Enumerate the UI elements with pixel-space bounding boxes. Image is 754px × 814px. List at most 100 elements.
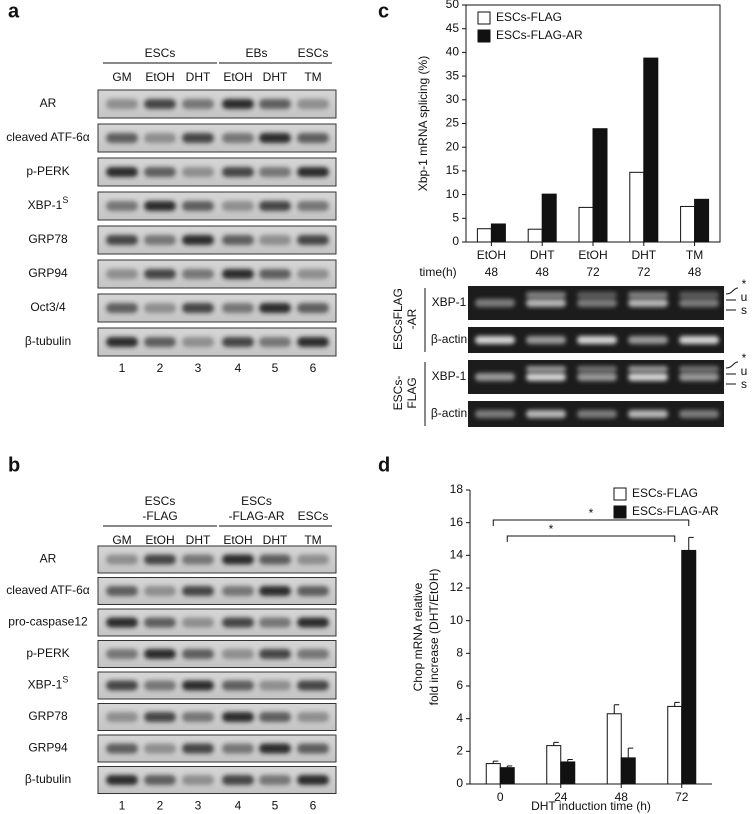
- row-label-text: GRP94: [28, 266, 68, 280]
- lane-label: DHT: [263, 70, 288, 84]
- y-tick-label: 25: [446, 116, 460, 130]
- blot-band: [297, 680, 329, 691]
- blot-band: [297, 167, 329, 177]
- blot-band: [297, 743, 329, 754]
- blot-band: [144, 167, 176, 177]
- panel-letter: b: [8, 454, 20, 476]
- y-tick-label: 30: [446, 92, 460, 106]
- bar: [560, 761, 576, 785]
- y-tick-label: 0: [456, 776, 463, 790]
- y-tick-label: 8: [456, 646, 463, 660]
- blot-band: [144, 775, 176, 785]
- blot-band: [297, 201, 329, 211]
- gel-row-label: β-actin: [431, 406, 467, 420]
- legend-label: ESCs-FLAG: [496, 10, 562, 24]
- bar: [592, 128, 608, 243]
- gel-band: [526, 410, 566, 418]
- blot-band: [259, 235, 291, 245]
- gel-band: [628, 366, 668, 372]
- blot-band: [297, 617, 329, 628]
- blot-band: [106, 586, 138, 596]
- gel-group-label: ESCsFLAG: [391, 288, 405, 350]
- gel-band: [628, 410, 668, 418]
- blot-band: [182, 167, 214, 177]
- x-tick-sublabel: 72: [637, 265, 651, 279]
- x-tick-label: EtOH: [578, 248, 607, 262]
- blot-band: [222, 235, 254, 245]
- blot-band: [297, 554, 329, 565]
- gel-group-label: ESCs-: [391, 376, 405, 411]
- lane-label: TM: [304, 70, 321, 84]
- y-axis-label: fold increase (DHT/EtOH): [427, 569, 441, 706]
- blot-band: [259, 554, 291, 565]
- blot-band: [106, 235, 138, 245]
- blot-band: [222, 554, 254, 565]
- gel-band: [526, 299, 566, 307]
- y-tick-label: 14: [450, 548, 464, 562]
- lane-number: 6: [310, 799, 317, 813]
- blot-band: [259, 649, 291, 659]
- bar: [694, 198, 710, 243]
- row-label-text: AR: [40, 552, 57, 566]
- x-tick-label: DHT: [530, 248, 555, 262]
- blot-band: [106, 649, 138, 659]
- blot-band: [182, 235, 214, 245]
- bar: [629, 171, 645, 243]
- blot-band: [259, 303, 291, 313]
- legend-label: ESCs-FLAG-AR: [496, 28, 583, 42]
- blot-band: [222, 617, 254, 628]
- lane-number: 6: [310, 361, 317, 375]
- blot-band: [144, 712, 176, 722]
- error-bar: [613, 704, 620, 714]
- gel-band: [475, 373, 515, 381]
- blot-band: [222, 586, 254, 596]
- blot-band: [106, 303, 138, 313]
- significance-bracket: [492, 519, 690, 526]
- blot-band: [144, 303, 176, 313]
- blot-band: [297, 712, 329, 722]
- y-tick-label: 16: [450, 515, 464, 529]
- bar: [485, 763, 501, 785]
- row-label-text: GRP78: [28, 709, 68, 723]
- bar: [681, 549, 697, 785]
- blot-band: [182, 554, 214, 565]
- bar: [667, 705, 683, 785]
- group-label: ESCs: [145, 46, 176, 60]
- group-label: ESCs: [145, 494, 176, 508]
- gel-band: [577, 366, 617, 372]
- x-tick-label: EtOH: [477, 248, 506, 262]
- row-label-text: XBP-1: [28, 198, 63, 212]
- lane-number: 1: [119, 361, 126, 375]
- lane-number: 2: [157, 361, 164, 375]
- gel-band: [679, 366, 719, 372]
- blot-band: [259, 201, 291, 211]
- blot-band: [297, 775, 329, 785]
- lane-number: 4: [235, 361, 242, 375]
- blot-band: [222, 337, 254, 347]
- row-label: GRP78: [28, 709, 68, 723]
- y-tick-label: 6: [456, 678, 463, 692]
- blot-band: [259, 337, 291, 347]
- bar: [680, 205, 696, 243]
- row-label-text: cleaved ATF-6α: [6, 130, 89, 144]
- row-label: Oct3/4: [30, 300, 66, 314]
- bar: [606, 713, 622, 785]
- blot-band: [259, 269, 291, 279]
- blot-band: [106, 201, 138, 211]
- band-marker: *: [742, 277, 747, 291]
- error-bar: [674, 701, 680, 707]
- blot-band: [259, 586, 291, 596]
- gel-band: [628, 336, 668, 344]
- legend-swatch: [477, 29, 491, 43]
- gel-band: [628, 292, 668, 298]
- row-label-text: p-PERK: [26, 164, 69, 178]
- blot-band: [182, 269, 214, 279]
- lane-label: EtOH: [145, 70, 174, 84]
- row-label-text: Oct3/4: [30, 300, 66, 314]
- significance-bracket: [506, 535, 676, 542]
- row-label: XBP-1S: [28, 195, 69, 212]
- bar: [541, 193, 557, 243]
- blot-band: [182, 586, 214, 596]
- marker-leader: [725, 287, 739, 311]
